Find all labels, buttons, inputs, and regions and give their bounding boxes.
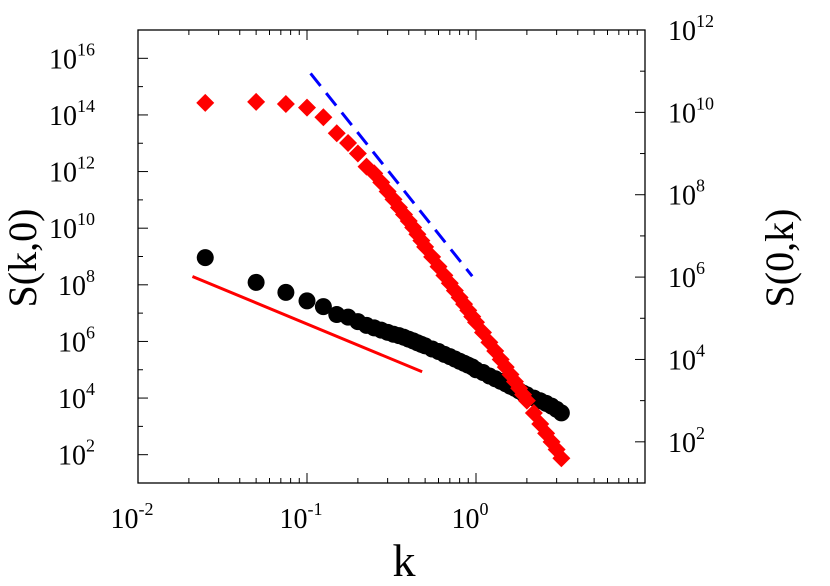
y-right-tick-label-base: 10 xyxy=(668,181,696,212)
series-diamonds xyxy=(196,92,571,468)
y-right-tick-label-base: 10 xyxy=(668,16,696,47)
y-right-tick-label-exponent: 2 xyxy=(696,423,705,443)
x-tick-label-exponent: -1 xyxy=(308,499,323,519)
circle-point xyxy=(552,404,570,422)
y-left-tick-label-exponent: 12 xyxy=(77,153,95,173)
y-left-axis-label: S(k,0) xyxy=(0,209,45,308)
y-right-tick-label-exponent: 10 xyxy=(696,93,714,113)
diamond-point xyxy=(517,391,536,410)
y-left-tick-label-base: 10 xyxy=(58,327,86,358)
circle-point xyxy=(247,273,265,291)
diamond-point xyxy=(298,98,316,117)
series-layer xyxy=(196,92,571,468)
y-left-tick-label-base: 10 xyxy=(49,214,77,245)
diamond-point xyxy=(348,144,367,163)
y-right-tick-label: 104 xyxy=(668,340,705,376)
y-left-tick-label-exponent: 8 xyxy=(86,266,95,286)
x-tick-label: 10-1 xyxy=(280,499,323,535)
y-left-tick-label: 108 xyxy=(58,266,95,302)
y-left-tick-label-base: 10 xyxy=(58,271,86,302)
y-left-tick-label-base: 10 xyxy=(58,384,86,415)
x-tick-label-exponent: 0 xyxy=(480,499,489,519)
diamond-point xyxy=(276,94,295,113)
x-tick-label: 100 xyxy=(452,499,489,535)
x-tick-label-exponent: -2 xyxy=(139,499,154,519)
diamond-point xyxy=(247,92,266,111)
y-right-tick-label-exponent: 4 xyxy=(696,340,705,360)
y-right-tick-label-exponent: 8 xyxy=(696,176,705,196)
y-left-tick-label-base: 10 xyxy=(49,158,77,189)
y-left-tick-label-exponent: 10 xyxy=(77,209,95,229)
y-left-tick-label-base: 10 xyxy=(58,441,86,472)
y-right-tick-label: 108 xyxy=(668,176,705,212)
diamond-point xyxy=(327,124,346,143)
x-axis-label: k xyxy=(393,535,416,581)
y-right-tick-label-exponent: 6 xyxy=(696,258,705,278)
circle-point xyxy=(298,292,316,310)
dashed-reference-line xyxy=(309,72,474,278)
y-right-tick-label: 1012 xyxy=(668,11,714,47)
y-right-tick-label-base: 10 xyxy=(668,428,696,459)
x-tick-label: 10-2 xyxy=(111,499,154,535)
circle-point xyxy=(277,283,295,301)
diamond-point xyxy=(314,108,333,127)
y-left-tick-label: 102 xyxy=(58,436,95,472)
y-right-tick-label: 106 xyxy=(668,258,705,294)
y-left-tick-label: 106 xyxy=(58,322,95,358)
y-left-tick-label: 1010 xyxy=(49,209,95,245)
y-right-tick-label-exponent: 12 xyxy=(696,11,714,31)
y-left-tick-label-exponent: 16 xyxy=(77,39,95,59)
y-left-tick-label-exponent: 4 xyxy=(86,379,95,399)
y-right-tick-label: 102 xyxy=(668,423,705,459)
x-tick-label-base: 10 xyxy=(452,504,480,535)
y-left-tick-label-exponent: 6 xyxy=(86,322,95,342)
series-circles xyxy=(196,249,570,422)
y-left-tick-label-base: 10 xyxy=(49,44,77,75)
y-left-tick-label: 1014 xyxy=(49,96,95,132)
y-left-tick-label: 104 xyxy=(58,379,95,415)
x-tick-label-base: 10 xyxy=(280,504,308,535)
circle-point xyxy=(314,298,332,316)
y-right-tick-label-base: 10 xyxy=(668,98,696,129)
x-tick-label-base: 10 xyxy=(111,504,139,535)
y-right-tick-label: 1010 xyxy=(668,93,714,129)
y-left-tick-label-base: 10 xyxy=(49,101,77,132)
reference-lines xyxy=(191,72,474,374)
diamond-point xyxy=(339,134,358,153)
y-right-axis-label: S(0,k) xyxy=(757,209,802,308)
y-right-tick-label-base: 10 xyxy=(668,345,696,376)
y-left-tick-label: 1016 xyxy=(49,39,95,75)
solid-reference-line xyxy=(191,275,423,374)
y-right-tick-label-base: 10 xyxy=(668,263,696,294)
y-left-tick-label-exponent: 14 xyxy=(77,96,95,116)
x-axis-ticks: 10-2 10-1 100 xyxy=(111,30,638,535)
y-left-tick-label-exponent: 2 xyxy=(86,436,95,456)
y-left-tick-label: 1012 xyxy=(49,153,95,189)
circle-point xyxy=(196,249,214,267)
diamond-point xyxy=(196,93,215,112)
diamond-point xyxy=(552,449,571,468)
